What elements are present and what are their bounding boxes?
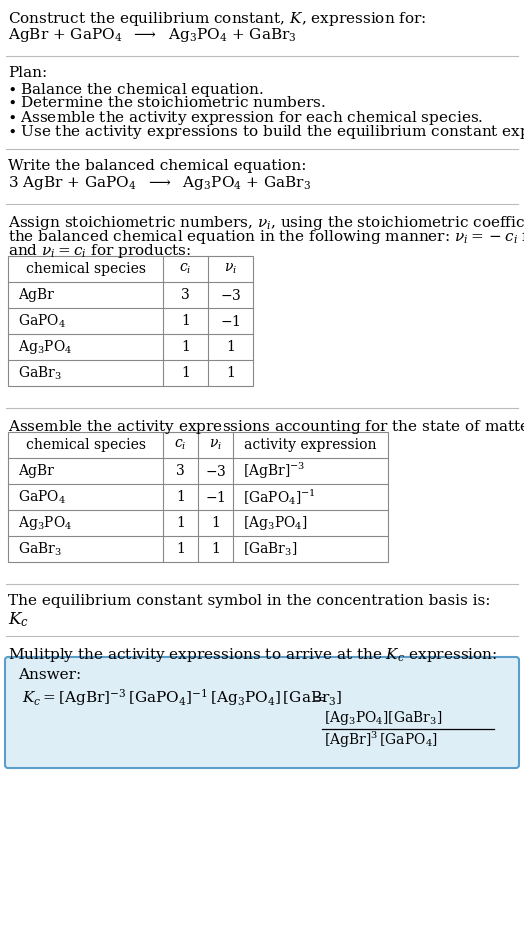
- Text: 1: 1: [176, 542, 185, 556]
- Text: 1: 1: [211, 542, 220, 556]
- Text: $\nu_i$: $\nu_i$: [224, 262, 237, 276]
- Text: 3 AgBr + GaPO$_4$  $\longrightarrow$  Ag$_3$PO$_4$ + GaBr$_3$: 3 AgBr + GaPO$_4$ $\longrightarrow$ Ag$_…: [8, 174, 311, 192]
- Text: 1: 1: [226, 340, 235, 354]
- Text: $\bullet$ Balance the chemical equation.: $\bullet$ Balance the chemical equation.: [8, 81, 264, 99]
- Text: 1: 1: [176, 490, 185, 504]
- Text: $[\mathrm{AgBr}]^3\,[\mathrm{GaPO_4}]$: $[\mathrm{AgBr}]^3\,[\mathrm{GaPO_4}]$: [324, 730, 438, 750]
- Text: AgBr: AgBr: [18, 288, 54, 302]
- Text: $-1$: $-1$: [220, 313, 241, 328]
- Bar: [8, 256, 253, 386]
- Text: GaBr$_3$: GaBr$_3$: [18, 364, 62, 381]
- Text: $c_i$: $c_i$: [179, 262, 192, 276]
- Text: $\nu_i$: $\nu_i$: [209, 437, 222, 453]
- Text: AgBr: AgBr: [18, 464, 54, 478]
- Text: $[\mathrm{GaPO_4}]^{-1}$: $[\mathrm{GaPO_4}]^{-1}$: [243, 487, 316, 507]
- Text: and $\nu_i = c_i$ for products:: and $\nu_i = c_i$ for products:: [8, 242, 191, 260]
- Text: $-3$: $-3$: [205, 463, 226, 478]
- Text: 1: 1: [211, 516, 220, 530]
- Text: $[\mathrm{Ag_3PO_4}][\mathrm{GaBr_3}]$: $[\mathrm{Ag_3PO_4}][\mathrm{GaBr_3}]$: [324, 709, 442, 727]
- Text: $-1$: $-1$: [205, 490, 226, 505]
- Text: $[\mathrm{Ag_3PO_4}]$: $[\mathrm{Ag_3PO_4}]$: [243, 514, 308, 532]
- Text: $K_c$: $K_c$: [8, 610, 29, 628]
- Text: the balanced chemical equation in the following manner: $\nu_i = -c_i$ for react: the balanced chemical equation in the fo…: [8, 228, 524, 246]
- Text: Write the balanced chemical equation:: Write the balanced chemical equation:: [8, 159, 307, 173]
- Text: The equilibrium constant symbol in the concentration basis is:: The equilibrium constant symbol in the c…: [8, 594, 490, 608]
- Text: Assemble the activity expressions accounting for the state of matter and $\nu_i$: Assemble the activity expressions accoun…: [8, 418, 524, 436]
- Text: Ag$_3$PO$_4$: Ag$_3$PO$_4$: [18, 514, 72, 532]
- Text: Plan:: Plan:: [8, 66, 47, 80]
- Text: chemical species: chemical species: [26, 262, 146, 276]
- Bar: [8, 432, 388, 562]
- Text: 1: 1: [176, 516, 185, 530]
- Text: $c_i$: $c_i$: [174, 437, 187, 453]
- Text: Assign stoichiometric numbers, $\nu_i$, using the stoichiometric coefficients, $: Assign stoichiometric numbers, $\nu_i$, …: [8, 214, 524, 232]
- Text: $-3$: $-3$: [220, 288, 241, 303]
- Text: GaPO$_4$: GaPO$_4$: [18, 312, 66, 329]
- Text: 1: 1: [181, 314, 190, 328]
- Text: $\bullet$ Use the activity expressions to build the equilibrium constant express: $\bullet$ Use the activity expressions t…: [8, 123, 524, 141]
- Text: Answer:: Answer:: [18, 668, 81, 682]
- Text: AgBr + GaPO$_4$  $\longrightarrow$  Ag$_3$PO$_4$ + GaBr$_3$: AgBr + GaPO$_4$ $\longrightarrow$ Ag$_3$…: [8, 26, 297, 44]
- Text: 3: 3: [181, 288, 190, 302]
- Text: 1: 1: [181, 366, 190, 380]
- Text: GaPO$_4$: GaPO$_4$: [18, 489, 66, 506]
- Text: $[\mathrm{AgBr}]^{-3}$: $[\mathrm{AgBr}]^{-3}$: [243, 461, 305, 481]
- Text: 1: 1: [181, 340, 190, 354]
- FancyBboxPatch shape: [5, 657, 519, 768]
- Text: $\bullet$ Assemble the activity expression for each chemical species.: $\bullet$ Assemble the activity expressi…: [8, 109, 483, 127]
- Text: GaBr$_3$: GaBr$_3$: [18, 540, 62, 558]
- Text: 1: 1: [226, 366, 235, 380]
- Text: $[\mathrm{GaBr_3}]$: $[\mathrm{GaBr_3}]$: [243, 540, 298, 558]
- Text: $K_c = [\mathrm{AgBr}]^{-3}\,[\mathrm{GaPO_4}]^{-1}\,[\mathrm{Ag_3PO_4}]\,[\math: $K_c = [\mathrm{AgBr}]^{-3}\,[\mathrm{Ga…: [22, 687, 343, 709]
- Text: Ag$_3$PO$_4$: Ag$_3$PO$_4$: [18, 338, 72, 356]
- Text: $\bullet$ Determine the stoichiometric numbers.: $\bullet$ Determine the stoichiometric n…: [8, 95, 326, 110]
- Text: $=$: $=$: [310, 691, 326, 705]
- Text: Construct the equilibrium constant, $K$, expression for:: Construct the equilibrium constant, $K$,…: [8, 10, 427, 28]
- Text: 3: 3: [176, 464, 185, 478]
- Text: Mulitply the activity expressions to arrive at the $K_c$ expression:: Mulitply the activity expressions to arr…: [8, 646, 497, 664]
- Text: activity expression: activity expression: [244, 438, 377, 452]
- Text: chemical species: chemical species: [26, 438, 146, 452]
